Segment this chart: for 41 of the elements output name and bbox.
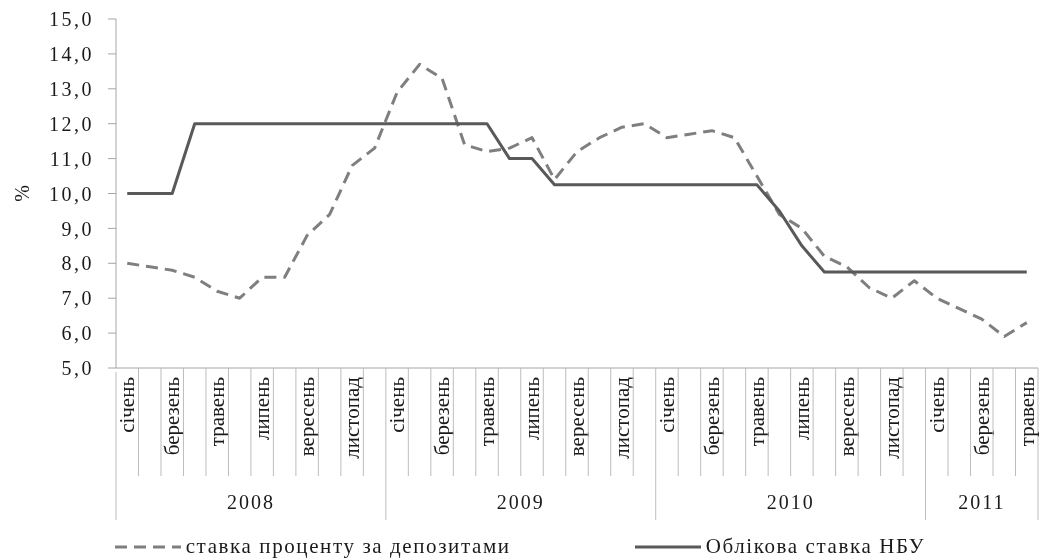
text: 2011: [958, 491, 1006, 513]
x-tick-label: липень: [789, 377, 814, 441]
x-tick-label: листопад: [609, 376, 634, 459]
x-tick-label: листопад: [340, 376, 365, 459]
line-series: [125, 62, 1029, 339]
x-tick-label: вересень: [565, 377, 589, 457]
y-tick-label: 15,0: [49, 8, 94, 31]
text: 2010: [766, 491, 815, 513]
text: 2008: [226, 491, 275, 513]
y-tick-label: 7,0: [61, 287, 94, 310]
legend-label: Облікова ставка НБУ: [705, 534, 926, 558]
legend-label: ставка проценту за депозитами: [185, 534, 511, 558]
y-tick-label: 12,0: [49, 112, 94, 135]
y-axis-title: %: [11, 185, 33, 202]
x-tick-label: січень: [385, 377, 410, 433]
x-tick-label: травень: [744, 377, 769, 447]
y-tick-label: 13,0: [49, 77, 94, 100]
x-tick-label: травень: [475, 377, 500, 447]
x-tick-label: травень: [205, 377, 230, 447]
x-tick-label: листопад: [879, 376, 904, 459]
x-tick-label: вересень: [834, 377, 859, 457]
x-tick-label: травень: [1014, 377, 1039, 447]
x-tick-label: вересень: [295, 377, 320, 457]
y-tick-label: 6,0: [61, 322, 94, 345]
y-tick-label: 9,0: [61, 217, 94, 240]
text: 2009: [496, 491, 545, 513]
x-tick-label: березень: [430, 377, 455, 456]
line-series: [125, 122, 1029, 274]
y-tick-label: 11,0: [49, 147, 94, 170]
y-tick-label: 8,0: [61, 252, 94, 275]
x-tick-label: липень: [520, 377, 545, 441]
x-tick-label: березень: [969, 377, 994, 456]
y-tick-label: 14,0: [49, 43, 94, 65]
x-tick-label: січень: [654, 377, 679, 433]
y-tick-label: 10,0: [49, 182, 94, 205]
x-tick-label: січень: [924, 377, 949, 433]
y-tick-label: 5,0: [61, 357, 94, 380]
x-tick-label: січень: [115, 377, 140, 433]
x-tick-label: березень: [699, 377, 724, 456]
x-tick-label: березень: [160, 377, 185, 456]
x-tick-label: липень: [250, 377, 275, 441]
